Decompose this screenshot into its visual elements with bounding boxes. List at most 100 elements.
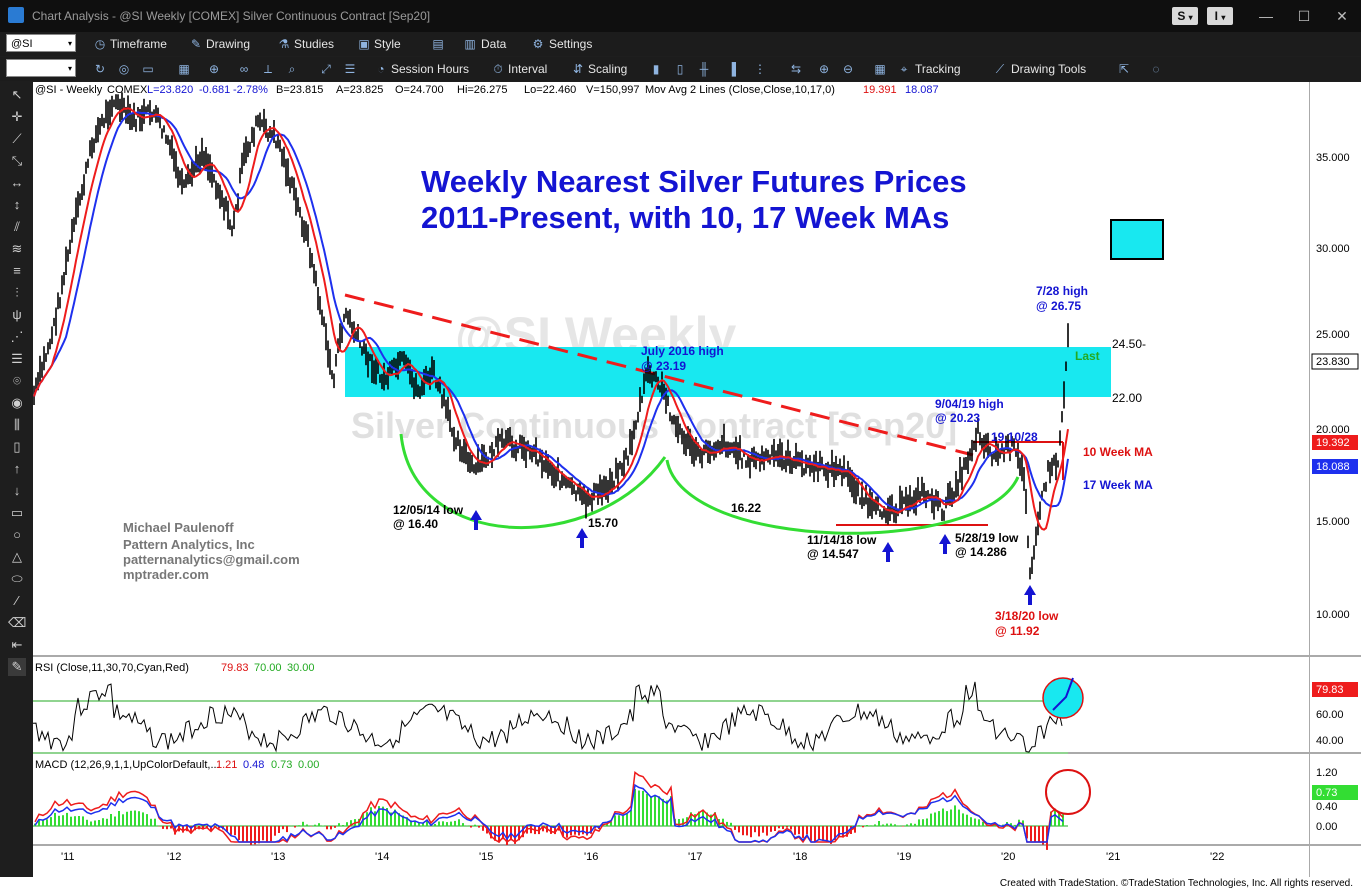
ruler-icon[interactable]: ⟂ bbox=[263, 62, 272, 76]
export-icon[interactable]: ⇱ bbox=[1118, 62, 1130, 76]
fib-tool-icon[interactable]: ≡ bbox=[13, 263, 21, 278]
workspace-combo[interactable]: ▾ bbox=[6, 59, 76, 77]
triangle-tool-icon[interactable]: △ bbox=[12, 549, 22, 564]
speed-lines-icon[interactable]: ⫶ bbox=[15, 285, 19, 300]
macd-label: MACD (12,26,9,1,1,UpColorDefault,... bbox=[35, 759, 220, 771]
macd-tick: 0.00 bbox=[1316, 821, 1337, 833]
andrews-fork-icon[interactable]: ψ bbox=[12, 307, 22, 322]
regression-tool-icon[interactable]: ≋ bbox=[11, 241, 23, 256]
anno-july2016-l2: @ 23.19 bbox=[641, 359, 686, 373]
macd-badge-text: 0.73 bbox=[1316, 787, 1337, 799]
interval-menu[interactable]: Interval bbox=[508, 62, 548, 76]
text-tool-icon[interactable]: ▯ bbox=[13, 439, 21, 454]
tracking-menu[interactable]: Tracking bbox=[915, 62, 961, 76]
trendline-tool-icon[interactable]: ⟋ bbox=[12, 131, 22, 146]
maximize-button[interactable]: ☐ bbox=[1297, 8, 1311, 24]
doc-icon[interactable]: ▭ bbox=[142, 62, 154, 76]
window-title: Chart Analysis - @SI Weekly [COMEX] Silv… bbox=[32, 9, 431, 23]
ma17-badge-text: 18.088 bbox=[1316, 461, 1350, 473]
rsi-line bbox=[32, 681, 1063, 753]
clock-icon: ◷ bbox=[94, 37, 106, 51]
header-symbol: @SI - Weekly bbox=[35, 84, 103, 96]
rsi-badge bbox=[1312, 682, 1358, 697]
highlighter-tool-icon[interactable]: ∕ bbox=[15, 593, 19, 608]
data-menu[interactable]: Data bbox=[481, 37, 507, 51]
point-fig-icon[interactable]: ⋮ bbox=[754, 62, 766, 76]
bar-chart-icon[interactable]: ▮ bbox=[652, 62, 660, 76]
resistance-zone bbox=[345, 347, 1111, 397]
settings-menu[interactable]: Settings bbox=[549, 37, 593, 51]
arc-tool-icon[interactable]: ◉ bbox=[11, 395, 23, 410]
zoom-icon[interactable]: ⌕ bbox=[288, 62, 296, 76]
channel-tool-icon[interactable]: ⫽ bbox=[14, 219, 20, 234]
symbol-input[interactable]: @SI ▾ bbox=[6, 34, 76, 52]
pen-tool-icon[interactable]: ✎ bbox=[8, 658, 26, 676]
arrow-up-tool-icon[interactable]: ↑ bbox=[13, 461, 21, 476]
time-tick: '22 bbox=[1210, 851, 1224, 863]
time-tick: '15 bbox=[479, 851, 493, 863]
chat-icon[interactable]: ◌ bbox=[1152, 62, 1160, 76]
ohlc-icon[interactable]: ╫ bbox=[699, 62, 709, 76]
rectangle-tool-icon[interactable]: ▭ bbox=[10, 505, 24, 520]
downtrend-line bbox=[344, 293, 974, 457]
pointer-tool-icon[interactable]: ↖ bbox=[11, 87, 23, 102]
candle-icon[interactable]: ▯ bbox=[676, 62, 684, 76]
grid-toggle-icon[interactable]: ▦ bbox=[874, 62, 886, 76]
rsi-label: RSI (Close,11,30,70,Cyan,Red) bbox=[35, 662, 189, 674]
timeframe-menu[interactable]: Timeframe bbox=[110, 37, 167, 51]
compare-icon[interactable]: ⇆ bbox=[790, 62, 802, 76]
zoom-in-icon[interactable]: ⊕ bbox=[818, 62, 830, 76]
horizontal-line-icon[interactable]: ↔ bbox=[10, 175, 24, 190]
studies-menu[interactable]: Studies bbox=[294, 37, 335, 51]
header-study: Mov Avg 2 Lines (Close,Close,10,17,0) bbox=[645, 84, 835, 96]
chart-svg[interactable]: @SI Weekly Silver Continuous Contract [S… bbox=[32, 82, 1309, 877]
bars-icon[interactable]: ☰ bbox=[344, 62, 356, 76]
scaling-menu[interactable]: Scaling bbox=[588, 62, 628, 76]
crosshair-icon[interactable]: ⊕ bbox=[208, 62, 220, 76]
title-bar: Chart Analysis - @SI Weekly [COMEX] Silv… bbox=[0, 0, 1361, 32]
eraser-tool-icon[interactable]: ⌫ bbox=[8, 615, 27, 630]
vertical-line-icon[interactable]: ↕ bbox=[13, 197, 21, 212]
low-markers bbox=[470, 510, 1036, 605]
chart-area[interactable]: @SI Weekly Silver Continuous Contract [S… bbox=[32, 82, 1309, 877]
time-tick: '21 bbox=[1106, 851, 1120, 863]
minimize-button[interactable]: — bbox=[1259, 8, 1273, 24]
style-icon: ▣ bbox=[358, 37, 370, 51]
anno-ma17: 17 Week MA bbox=[1083, 478, 1153, 492]
rsi-header: RSI (Close,11,30,70,Cyan,Red) 79.83 70.0… bbox=[35, 662, 315, 674]
drawing-menu[interactable]: Drawing bbox=[206, 37, 251, 51]
drawing-tools-menu[interactable]: Drawing Tools bbox=[1011, 62, 1087, 76]
cycle-tool-icon[interactable]: ⌾ bbox=[13, 373, 21, 388]
data-icon: ▥ bbox=[464, 37, 476, 51]
levels-tool-icon[interactable]: ☰ bbox=[11, 351, 23, 366]
zoom-out-icon[interactable]: ⊖ bbox=[842, 62, 854, 76]
price-tick: 20.000 bbox=[1316, 424, 1350, 436]
rsi-overbought: 70.00 bbox=[254, 662, 282, 674]
circle-tool-icon[interactable]: ○ bbox=[13, 527, 21, 542]
close-button[interactable]: ✕ bbox=[1336, 8, 1348, 24]
ray-tool-icon[interactable]: ⤡ bbox=[11, 153, 23, 168]
author-name: Michael Paulenoff bbox=[123, 520, 234, 535]
grid-icon[interactable]: ▦ bbox=[178, 62, 190, 76]
account-s-button[interactable]: S ▾ bbox=[1172, 7, 1198, 25]
ellipse-tool-icon[interactable]: ⬭ bbox=[11, 571, 23, 586]
link-icon[interactable]: ∞ bbox=[239, 62, 249, 76]
account-i-button[interactable]: I ▾ bbox=[1207, 7, 1233, 25]
price-axis[interactable]: 35.000 30.000 25.000 20.000 15.000 10.00… bbox=[1309, 82, 1361, 877]
price-tick: 15.000 bbox=[1316, 516, 1350, 528]
style-menu[interactable]: Style bbox=[374, 37, 401, 51]
indent-tool-icon[interactable]: ⇤ bbox=[11, 637, 23, 652]
gann-fan-icon[interactable]: ⋰ bbox=[10, 329, 24, 344]
time-zone-icon[interactable]: ⫼ bbox=[14, 417, 20, 432]
layout-icon[interactable]: ▤ bbox=[432, 37, 444, 51]
time-tick: '17 bbox=[688, 851, 702, 863]
expand-icon[interactable]: ⤢ bbox=[321, 62, 331, 76]
volume-icon[interactable]: ▌ bbox=[731, 62, 741, 76]
session-hours-menu[interactable]: Session Hours bbox=[391, 62, 470, 76]
rsi-oversold: 30.00 bbox=[287, 662, 315, 674]
move-tool-icon[interactable]: ✛ bbox=[11, 109, 23, 124]
refresh-icon[interactable]: ↻ bbox=[94, 62, 106, 76]
cursor-icon[interactable]: ◎ bbox=[118, 62, 130, 76]
session-icon: ◔ bbox=[377, 62, 385, 76]
arrow-down-tool-icon[interactable]: ↓ bbox=[13, 483, 21, 498]
